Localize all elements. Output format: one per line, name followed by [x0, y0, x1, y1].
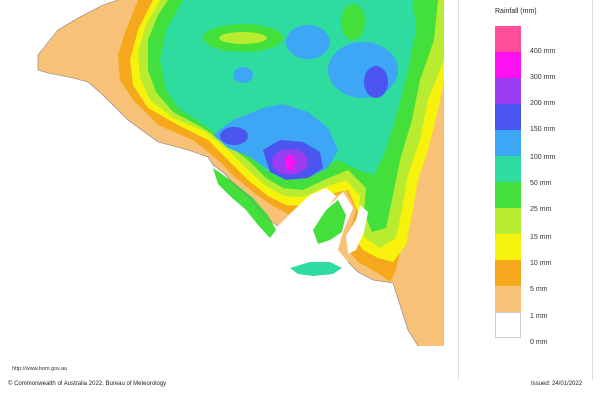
legend-label-150: 150 mm	[530, 126, 556, 133]
legend-swatch-25	[495, 182, 521, 208]
legend-label-400: 400 mm	[530, 48, 556, 55]
legend-swatch-1	[495, 286, 521, 312]
legend-label-200: 200 mm	[530, 100, 556, 107]
legend-title: Rainfall (mm)	[495, 8, 537, 15]
legend-swatch-400	[495, 26, 521, 52]
source-url: http://www.bom.gov.au	[12, 366, 68, 372]
legend-label-50: 50 mm	[530, 180, 552, 187]
legend-label-15: 15 mm	[530, 234, 552, 241]
legend-swatch-150	[495, 104, 521, 130]
legend-swatch-50	[495, 156, 521, 182]
legend-swatch-15	[495, 208, 521, 234]
legend-label-1: 1 mm	[530, 313, 548, 320]
copyright-text: © Commonwealth of Australia 2022, Bureau…	[8, 381, 167, 387]
rainfall-legend: Rainfall (mm) 400 mm 300 mm 200 mm 150 m…	[480, 0, 590, 380]
legend-swatch-10	[495, 234, 521, 260]
legend-label-25: 25 mm	[530, 206, 552, 213]
legend-label-300: 300 mm	[530, 74, 556, 81]
legend-label-100: 100 mm	[530, 154, 556, 161]
legend-swatch-5	[495, 260, 521, 286]
legend-label-5: 5 mm	[530, 286, 548, 293]
legend-swatch-200	[495, 78, 521, 104]
rainfall-map	[8, 0, 444, 346]
legend-swatch-300	[495, 52, 521, 78]
legend-swatch-100	[495, 130, 521, 156]
legend-label-0: 0 mm	[530, 339, 548, 346]
legend-swatch-0	[495, 312, 521, 338]
legend-label-10: 10 mm	[530, 260, 552, 267]
panel-divider	[458, 0, 459, 380]
issued-date: Issued: 24/01/2022	[531, 381, 583, 387]
